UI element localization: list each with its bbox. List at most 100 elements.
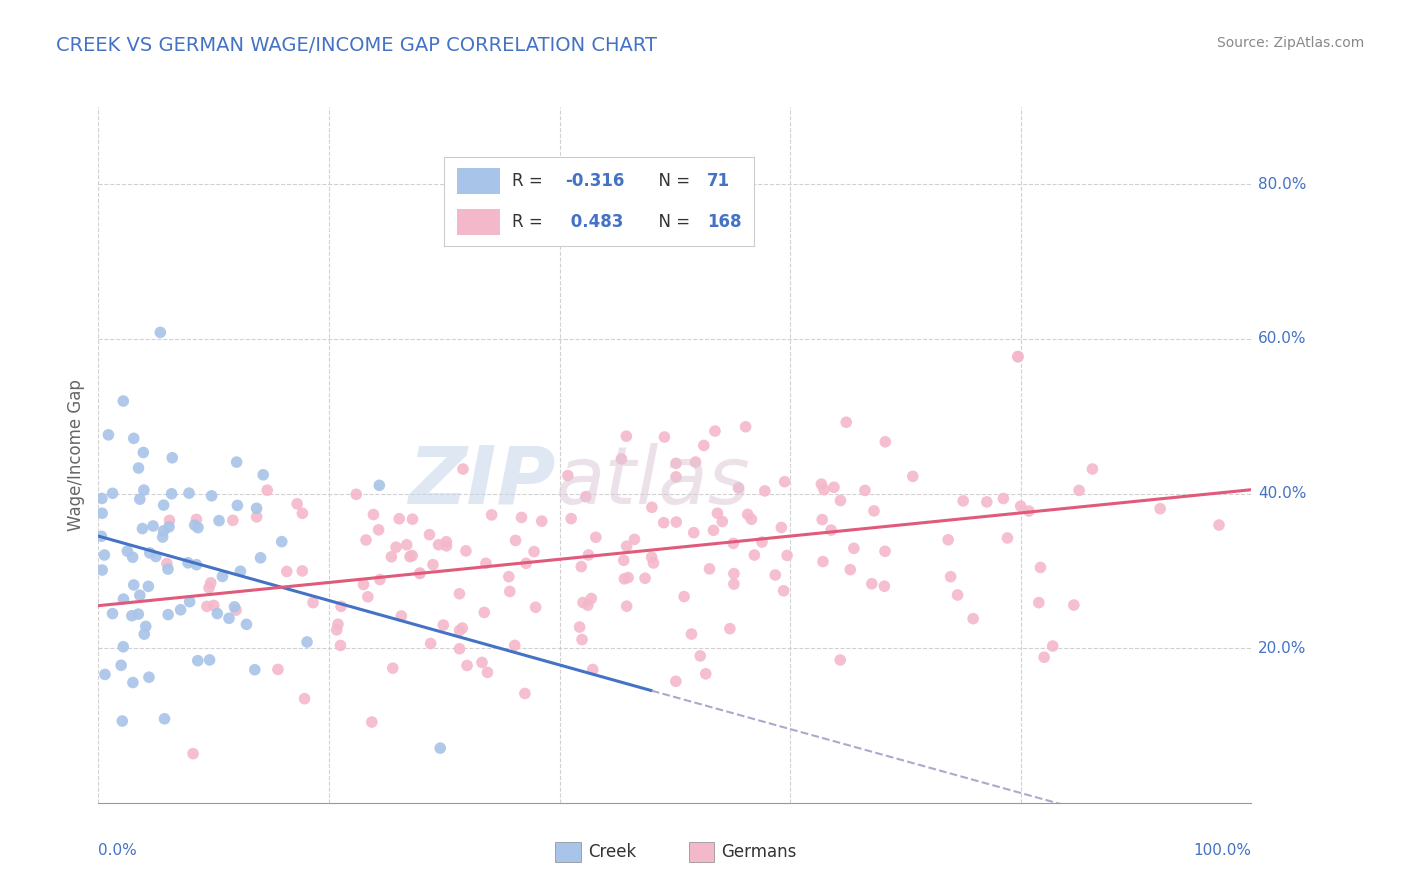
Point [901, 469, 924, 483]
Point [770, 520, 793, 534]
Point [576, 598, 599, 612]
Point [727, 481, 749, 495]
Point [682, 525, 704, 540]
Point [936, 533, 959, 547]
Point [613, 553, 636, 567]
Point [368, 478, 391, 492]
Point [810, 477, 832, 491]
Point [665, 674, 688, 689]
Point [723, 566, 745, 581]
Point [505, 533, 527, 548]
Point [702, 524, 724, 538]
Point [97, 427, 120, 442]
Point [863, 504, 886, 518]
Point [503, 639, 526, 653]
Point [246, 509, 269, 524]
Point [226, 499, 249, 513]
Point [1208, 518, 1230, 533]
Point [997, 531, 1019, 545]
Point [389, 609, 412, 624]
Point [1063, 598, 1085, 612]
Point [245, 501, 267, 516]
Point [357, 590, 380, 604]
Point [112, 592, 135, 607]
Point [388, 512, 411, 526]
Point [385, 540, 408, 554]
Point [132, 483, 155, 497]
Point [610, 452, 633, 467]
Point [449, 624, 471, 638]
Point [179, 595, 201, 609]
Point [353, 577, 375, 591]
Point [585, 530, 607, 544]
Point [614, 429, 637, 443]
Point [329, 639, 352, 653]
Point [207, 607, 229, 621]
Point [110, 658, 132, 673]
Point [101, 486, 124, 500]
Point [499, 584, 522, 599]
Point [830, 493, 852, 508]
Point [256, 483, 278, 498]
Point [665, 470, 688, 484]
Point [162, 450, 184, 465]
Point [432, 618, 454, 632]
Point [560, 511, 582, 525]
Point [200, 489, 222, 503]
Point [128, 588, 150, 602]
Point [344, 487, 367, 501]
Point [1028, 596, 1050, 610]
Point [225, 603, 247, 617]
Point [456, 658, 478, 673]
Point [475, 557, 498, 571]
Point [578, 548, 600, 562]
Point [813, 483, 835, 497]
Point [187, 521, 209, 535]
Point [1149, 501, 1171, 516]
Point [706, 506, 728, 520]
Point [695, 666, 717, 681]
Point [142, 519, 165, 533]
Point [111, 714, 134, 728]
Point [138, 579, 160, 593]
Point [754, 483, 776, 498]
Point [91, 506, 114, 520]
Text: 40.0%: 40.0% [1258, 486, 1306, 501]
Point [177, 556, 200, 570]
Point [90, 529, 112, 543]
Point [91, 563, 114, 577]
Point [572, 595, 595, 609]
Point [946, 588, 969, 602]
Point [159, 513, 181, 527]
Point [229, 564, 252, 578]
FancyBboxPatch shape [457, 209, 501, 235]
Point [665, 515, 688, 529]
Point [1033, 650, 1056, 665]
Point [152, 530, 174, 544]
Point [571, 632, 593, 647]
Point [187, 654, 209, 668]
Point [1067, 483, 1090, 498]
Point [689, 648, 711, 663]
Point [195, 599, 218, 614]
Point [875, 434, 897, 449]
Point [127, 461, 149, 475]
Point [623, 533, 645, 547]
Point [149, 326, 172, 340]
Point [523, 544, 546, 558]
Text: R =: R = [512, 172, 548, 190]
Point [693, 438, 716, 452]
Point [156, 557, 179, 571]
Point [524, 600, 547, 615]
Point [429, 741, 451, 756]
Point [557, 468, 579, 483]
Point [873, 544, 896, 558]
Point [169, 603, 191, 617]
Point [401, 549, 423, 563]
Point [208, 514, 231, 528]
Point [218, 611, 240, 625]
Point [181, 747, 204, 761]
Point [94, 667, 117, 681]
Text: 60.0%: 60.0% [1258, 332, 1306, 346]
Point [449, 587, 471, 601]
